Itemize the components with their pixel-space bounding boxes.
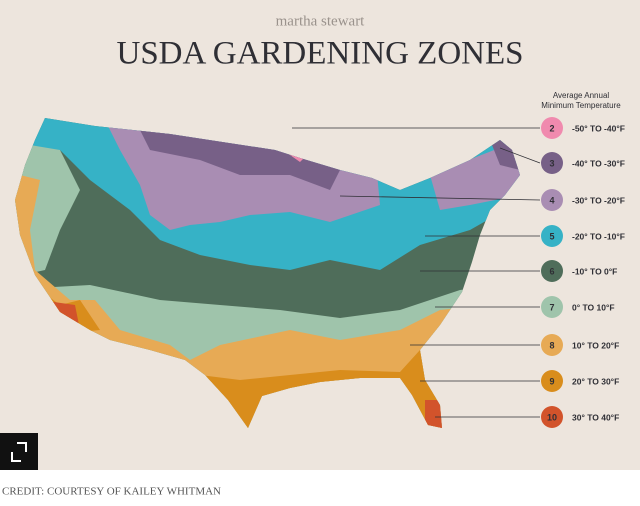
expand-icon — [11, 442, 27, 462]
zone-number: 6 — [549, 266, 554, 276]
zone-swatch — [541, 152, 563, 174]
zone-swatch — [541, 406, 563, 428]
credit: CREDIT: COURTESY OF KAILEY WHITMAN — [2, 486, 221, 498]
zone-range: -30° TO -20°F — [572, 195, 625, 205]
zone-range: 10° TO 20°F — [572, 340, 619, 350]
zone-swatch — [541, 117, 563, 139]
zone-range: 30° TO 40°F — [572, 412, 619, 422]
zone-number: 2 — [549, 123, 554, 133]
zone-number: 5 — [549, 231, 554, 241]
zone-swatch — [541, 260, 563, 282]
zone-number: 4 — [549, 195, 554, 205]
zone-number: 10 — [547, 412, 557, 422]
zone-range: -20° TO -10°F — [572, 231, 625, 241]
legend-heading: Average Annual — [553, 91, 610, 100]
zone-number: 7 — [549, 302, 554, 312]
expand-button[interactable] — [0, 433, 38, 470]
title: USDA GARDENING ZONES — [116, 36, 523, 72]
brand: martha stewart — [276, 13, 366, 29]
zone-range: -10° TO 0°F — [572, 266, 617, 276]
zone-swatch — [541, 189, 563, 211]
zone-range: 0° TO 10°F — [572, 302, 615, 312]
zone-range: -50° TO -40°F — [572, 123, 625, 133]
zone-swatch — [541, 296, 563, 318]
zone-swatch — [541, 225, 563, 247]
leader-line — [339, 195, 541, 201]
zone-number: 8 — [549, 340, 554, 350]
zone-swatch — [541, 334, 563, 356]
zone-range: -40° TO -30°F — [572, 158, 625, 168]
legend: 2 -50° TO -40°F 3 -40° TO -30°F 4 -30° TO -20… — [292, 117, 625, 428]
zone-number: 3 — [549, 158, 554, 168]
zone-swatch — [541, 370, 563, 392]
zone-range: 20° TO 30°F — [572, 376, 619, 386]
zone-number: 9 — [549, 376, 554, 386]
leader-line — [499, 147, 541, 164]
legend-heading: Minimum Temperature — [541, 101, 621, 110]
